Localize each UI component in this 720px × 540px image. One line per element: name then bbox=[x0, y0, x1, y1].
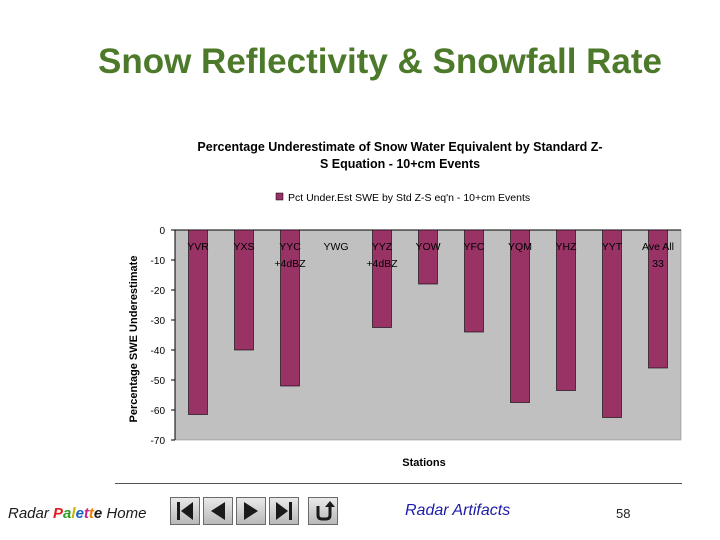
home-prefix: Radar bbox=[8, 505, 54, 522]
bar-yyt bbox=[602, 229, 622, 418]
y-tick-label: -20 bbox=[151, 286, 166, 297]
category-label: YFC bbox=[464, 241, 485, 253]
category-label: YVR bbox=[187, 241, 209, 253]
bar-yfc bbox=[464, 229, 484, 333]
next-slide-button[interactable] bbox=[236, 497, 266, 525]
home-suffix: Home bbox=[102, 505, 147, 522]
palette-letter: t bbox=[88, 505, 94, 522]
slide-title: Snow Reflectivity & Snowfall Rate bbox=[98, 42, 662, 81]
bar-yxs bbox=[234, 229, 254, 351]
first-slide-button[interactable] bbox=[170, 497, 200, 525]
chart: Percentage Underestimate of Snow Water E… bbox=[128, 140, 682, 469]
category-sublabel: 33 bbox=[652, 258, 664, 270]
y-tick-label: -30 bbox=[151, 316, 166, 327]
radar-artifacts-link[interactable]: Radar Artifacts bbox=[405, 502, 511, 519]
page-number: 58 bbox=[616, 506, 631, 521]
last-icon bbox=[276, 502, 292, 520]
category-label: YQM bbox=[508, 241, 532, 253]
chart-title-line-1: Percentage Underestimate of Snow Water E… bbox=[197, 140, 602, 154]
category-label: YHZ bbox=[556, 241, 578, 253]
palette-letter: t bbox=[83, 505, 89, 522]
category-sublabel: +4dBZ bbox=[366, 258, 398, 270]
category-label: YWG bbox=[323, 241, 348, 253]
bar-yyc bbox=[280, 229, 300, 387]
bar-yvr bbox=[188, 229, 208, 415]
y-tick-label: -50 bbox=[151, 376, 166, 387]
palette-letter: a bbox=[63, 505, 72, 522]
y-tick-label: -70 bbox=[151, 436, 166, 447]
bar-yhz bbox=[556, 229, 576, 391]
bar-yyz bbox=[372, 229, 392, 328]
category-label: YYZ bbox=[372, 241, 393, 253]
category-sublabel: +4dBZ bbox=[274, 258, 306, 270]
y-tick-label: -40 bbox=[151, 346, 166, 357]
y-axis-label: Percentage SWE Underestimate bbox=[128, 256, 140, 423]
legend-swatch bbox=[275, 192, 284, 201]
next-icon bbox=[244, 502, 258, 520]
category-label: YYT bbox=[602, 241, 623, 253]
previous-icon bbox=[211, 502, 225, 520]
return-icon bbox=[316, 501, 335, 521]
y-tick-label: -10 bbox=[151, 256, 166, 267]
palette-letter: l bbox=[71, 505, 76, 522]
palette-letter: e bbox=[93, 505, 103, 522]
bar-yqm bbox=[510, 229, 530, 403]
palette-letter: e bbox=[75, 505, 84, 522]
return-button[interactable] bbox=[308, 497, 338, 525]
first-icon bbox=[177, 502, 193, 520]
palette-letter: P bbox=[53, 505, 64, 522]
footer-divider bbox=[115, 483, 682, 484]
category-label: YOW bbox=[415, 241, 440, 253]
x-axis-label: Stations bbox=[402, 457, 445, 469]
category-label: Ave All bbox=[642, 241, 674, 253]
y-tick-label: -60 bbox=[151, 406, 166, 417]
radar-palette-home-link[interactable]: Radar Palette Home bbox=[8, 505, 146, 522]
legend-label: Pct Under.Est SWE by Std Z-S eq'n - 10+c… bbox=[288, 192, 530, 204]
bar-ave-all bbox=[648, 229, 668, 369]
y-tick-label: 0 bbox=[159, 226, 165, 237]
previous-slide-button[interactable] bbox=[203, 497, 233, 525]
last-slide-button[interactable] bbox=[269, 497, 299, 525]
palette-word: Palette bbox=[53, 505, 102, 522]
chart-title-line-2: S Equation - 10+cm Events bbox=[320, 157, 480, 171]
category-label: YXS bbox=[233, 241, 254, 253]
bar-yow bbox=[418, 229, 438, 285]
category-label: YYC bbox=[279, 241, 301, 253]
